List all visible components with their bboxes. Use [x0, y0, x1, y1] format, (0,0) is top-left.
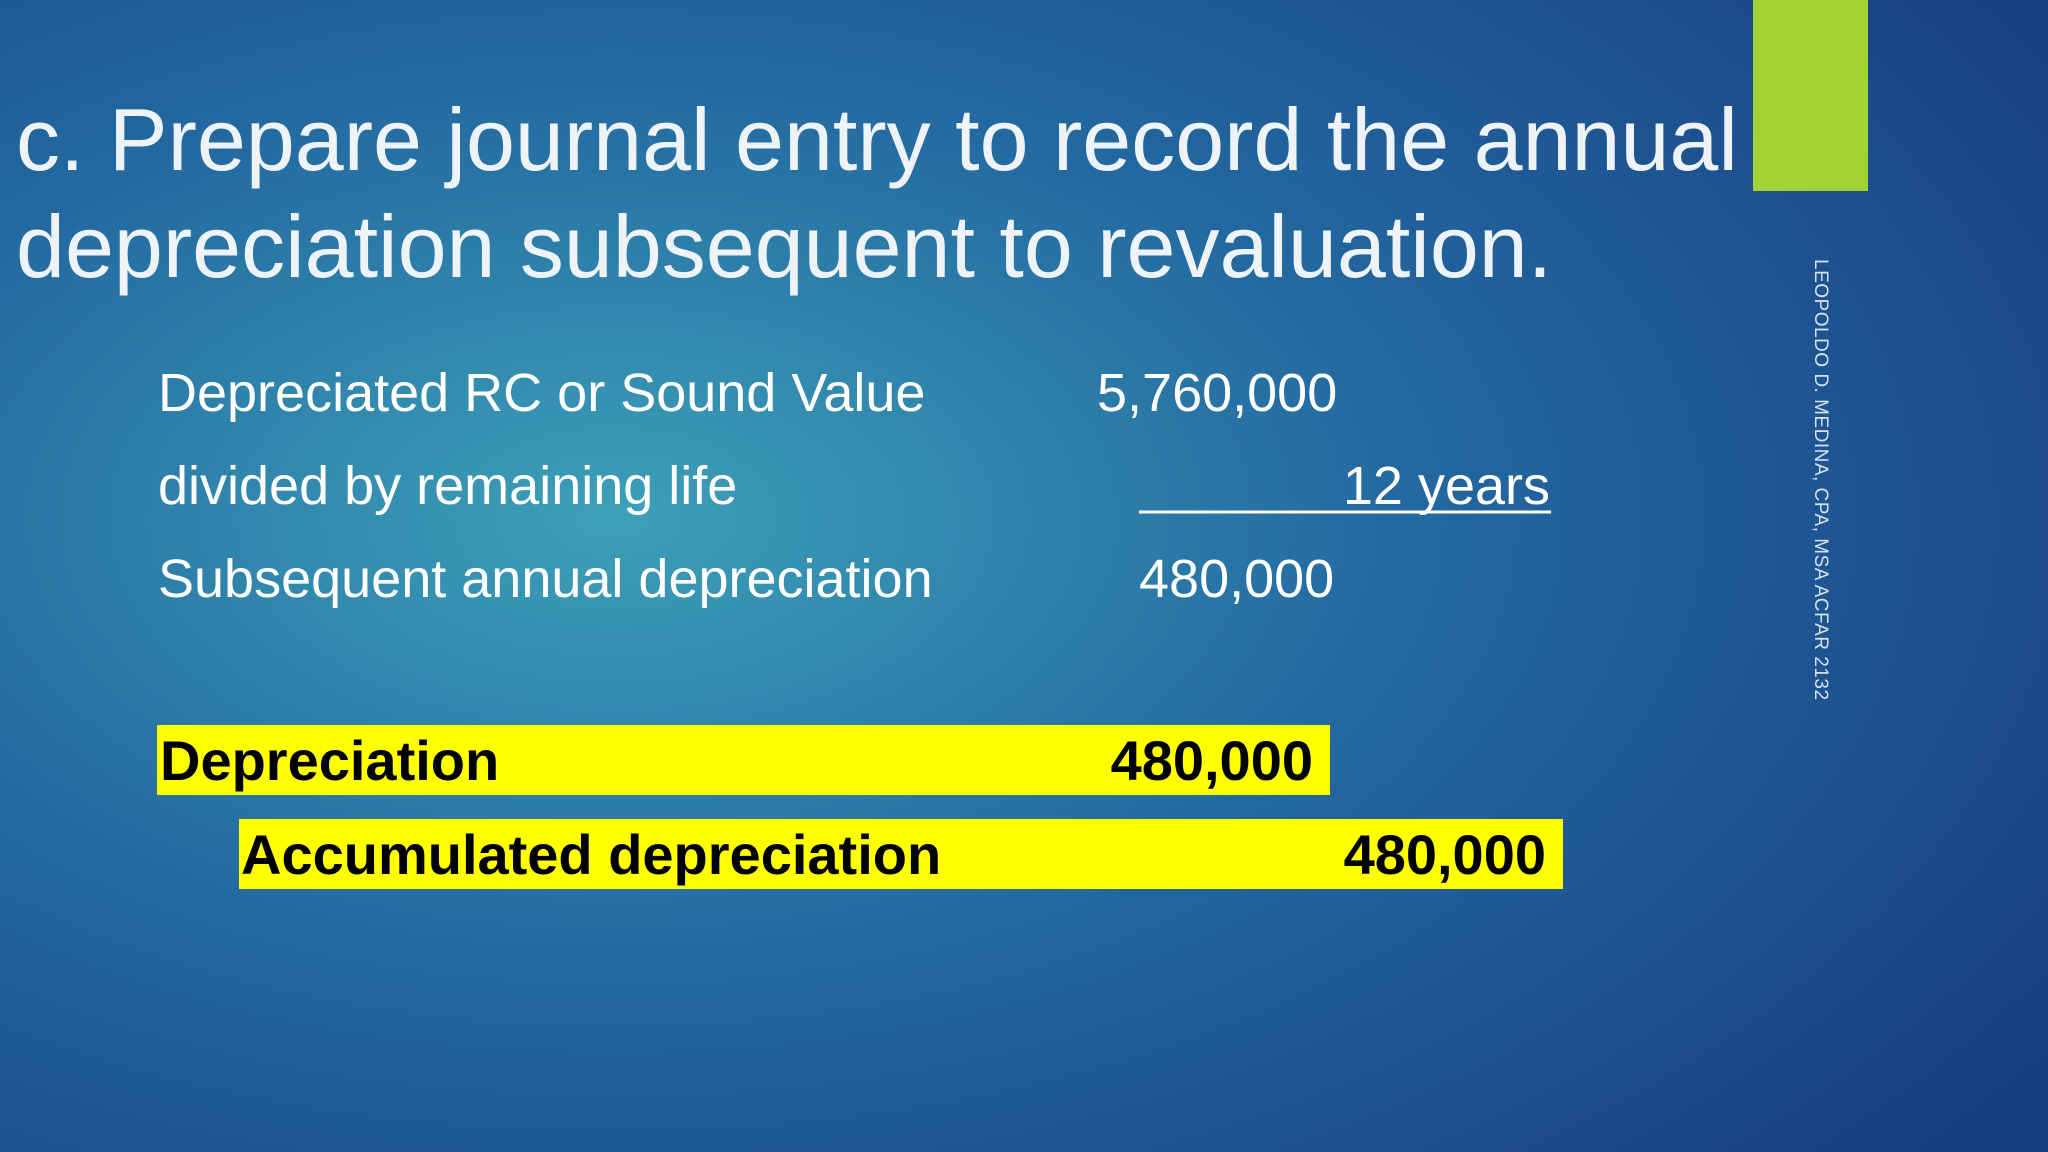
title-line: depreciation subsequent to revaluation.	[16, 197, 1552, 296]
author: LEOPOLDO D. MEDINA, CPA, MSA ACFAR 2132	[1810, 259, 1831, 701]
row-value: 12 years	[1343, 456, 1550, 516]
debit-account: Depreciation	[160, 729, 499, 792]
row-value: 480,000	[1139, 549, 1334, 609]
row-label: Depreciated RC or Sound Value	[158, 363, 925, 423]
title-line: c. Prepare journal entry to record the a…	[16, 90, 1738, 189]
credit-amount: 480,000	[1344, 823, 1546, 886]
accent-bar	[1753, 0, 1868, 191]
row-value: 5,760,000	[1097, 363, 1337, 423]
debit-amount: 480,000	[1111, 729, 1313, 792]
highlight	[157, 725, 1330, 795]
credit-account: Accumulated depreciation	[241, 823, 941, 886]
row-label: Subsequent annual depreciation	[158, 549, 933, 609]
row-label: divided by remaining life	[158, 456, 737, 516]
highlight	[239, 819, 1563, 889]
